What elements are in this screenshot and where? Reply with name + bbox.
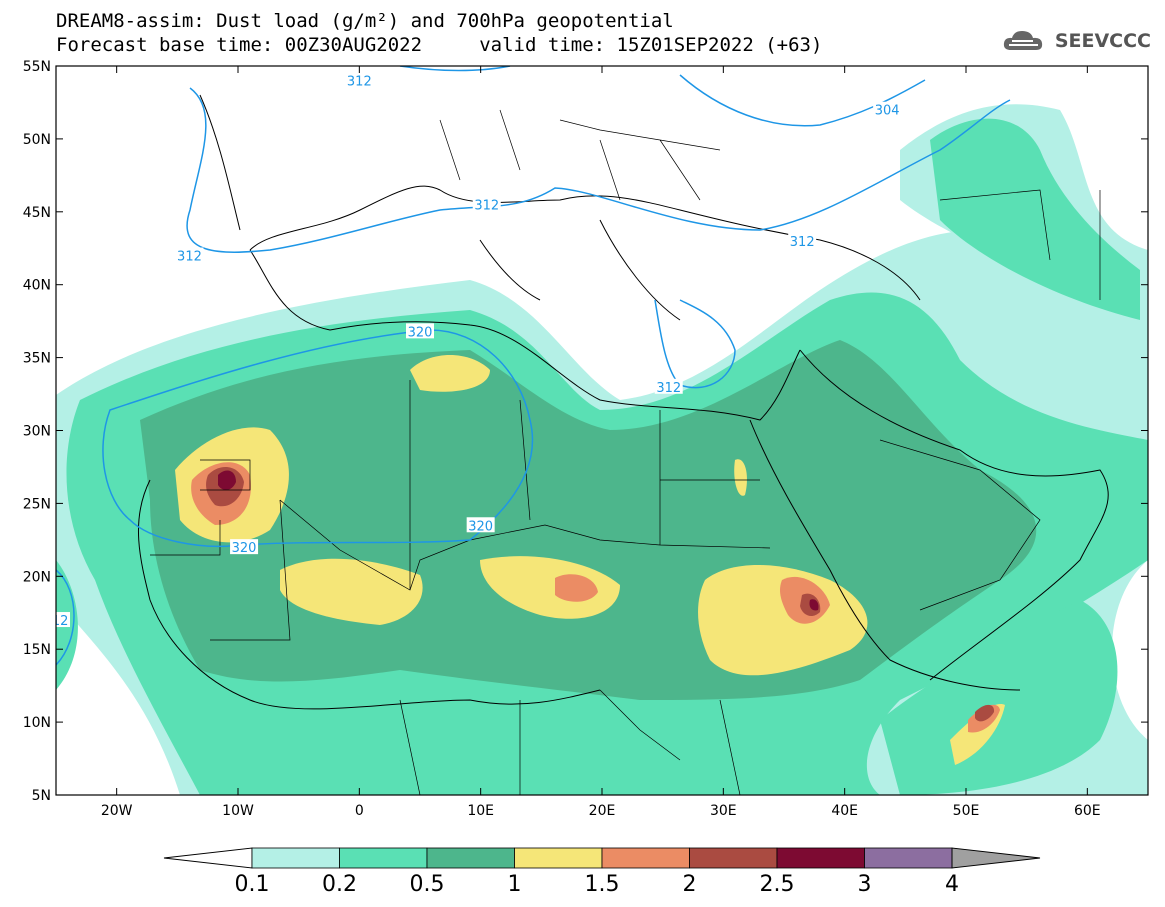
lat-tick-label: 20N	[23, 569, 51, 585]
dust-level-1-mali	[280, 558, 423, 625]
colorbar-segment	[339, 847, 428, 869]
dust-level-2.5-sudan	[809, 599, 819, 611]
colorbar-label: 0.2	[322, 872, 357, 897]
longitude-axis: 20W 10W 0 10E 20E 30E 40E 50E 60E	[101, 66, 1101, 819]
contour-label: 320	[468, 519, 493, 534]
lon-tick-label: 20E	[589, 803, 616, 819]
lat-tick-label: 40N	[23, 278, 51, 294]
lat-tick-label: 10N	[23, 715, 51, 731]
colorbar-segment	[251, 847, 340, 869]
colorbar-segment	[864, 847, 953, 869]
contour-304	[679, 74, 926, 127]
map-title: DREAM8-assim: Dust load (g/m²) and 700hP…	[56, 10, 674, 32]
dust-contours: 312 312 312 312 312 304 320 320 320 312	[44, 66, 1148, 795]
map-subtitle: Forecast base time: 00Z30AUG2022 valid t…	[56, 34, 823, 56]
lon-tick-label: 40E	[831, 803, 858, 819]
contour-label-bg	[472, 196, 501, 212]
cloud-logo-icon	[1003, 31, 1042, 50]
dust-level-1-libya	[734, 459, 747, 496]
colorbar-label: 0.1	[234, 872, 270, 897]
dust-level-1-chad	[480, 556, 620, 619]
colorbar-under-triangle	[163, 847, 253, 869]
contour-label: 312	[656, 381, 681, 396]
contour-label-bg	[56, 612, 70, 628]
colorbar	[163, 847, 1041, 869]
colorbar-label: 2.5	[759, 872, 795, 897]
colorbar-segment	[514, 847, 603, 869]
colorbar-segment	[689, 847, 778, 869]
lat-tick-label: 55N	[23, 59, 51, 75]
contour-312-top	[399, 66, 511, 72]
geopotential-labels: 312 312 312 312 312 304 320 320 320 312	[44, 72, 902, 629]
lat-tick-label: 45N	[23, 205, 51, 221]
colorbar-label: 3	[857, 872, 872, 897]
dust-level-2.5-morocco	[218, 470, 236, 490]
contour-label-bg	[230, 539, 259, 555]
seevccc-logo: SEEVCCC	[1001, 28, 1151, 54]
contour-label-bg	[345, 72, 374, 88]
lon-tick-label: 0	[355, 803, 364, 819]
contour-label-bg	[175, 247, 204, 263]
lon-tick-label: 10W	[222, 803, 254, 819]
contour-312-north	[186, 87, 1011, 253]
lat-tick-label: 50N	[23, 132, 51, 148]
contour-label: 320	[232, 541, 257, 556]
contour-label-bg	[406, 323, 434, 339]
lat-tick-label: 15N	[23, 642, 51, 658]
colorbar-label: 2	[682, 872, 697, 897]
dust-level-2-somalia	[975, 704, 995, 722]
contour-label: 312	[347, 75, 372, 90]
contour-label-bg	[873, 101, 902, 117]
colorbar-label: 1	[507, 872, 522, 897]
colorbar-label: 1.5	[584, 872, 620, 897]
dust-level-0.2-horn	[880, 600, 1118, 795]
contour-312-west	[56, 569, 75, 666]
contour-label: 312	[44, 614, 69, 629]
lon-tick-label: 20W	[101, 803, 133, 819]
lon-tick-label: 60E	[1074, 803, 1101, 819]
contour-label: 320	[408, 325, 433, 340]
colorbar-label: 4	[945, 872, 959, 897]
dust-level-1.5-chad	[555, 574, 598, 602]
lon-tick-label: 50E	[953, 803, 980, 819]
contour-label-bg	[788, 232, 817, 248]
lat-tick-label: 25N	[23, 496, 51, 512]
contour-label: 312	[790, 235, 815, 250]
contour-label: 304	[875, 104, 900, 119]
lat-tick-label: 5N	[32, 788, 51, 804]
lon-tick-label: 30E	[710, 803, 737, 819]
coastlines	[137, 94, 1109, 710]
colorbar-label: 0.5	[409, 872, 445, 897]
colorbar-segment	[601, 847, 690, 869]
dust-level-1-sudan	[698, 565, 868, 676]
lat-tick-label: 35N	[23, 351, 51, 367]
contour-label: 312	[177, 250, 202, 265]
contour-label-bg	[654, 378, 683, 394]
colorbar-segment	[426, 847, 515, 869]
latitude-axis: 55N 50N 45N 40N 35N 30N 25N 20N 15N 10N 5N	[23, 59, 1148, 804]
contour-label: 312	[474, 199, 499, 214]
contour-312-aegean	[654, 299, 736, 389]
dust-level-1-algeria	[410, 355, 490, 392]
colorbar-over-triangle	[951, 847, 1041, 869]
logo-text: SEEVCCC	[1054, 30, 1151, 52]
contour-label-bg	[466, 517, 495, 533]
colorbar-segment	[776, 847, 865, 869]
lat-tick-label: 30N	[23, 424, 51, 440]
dust-level-0.2-caspian	[930, 118, 1140, 320]
lon-tick-label: 10E	[467, 803, 494, 819]
